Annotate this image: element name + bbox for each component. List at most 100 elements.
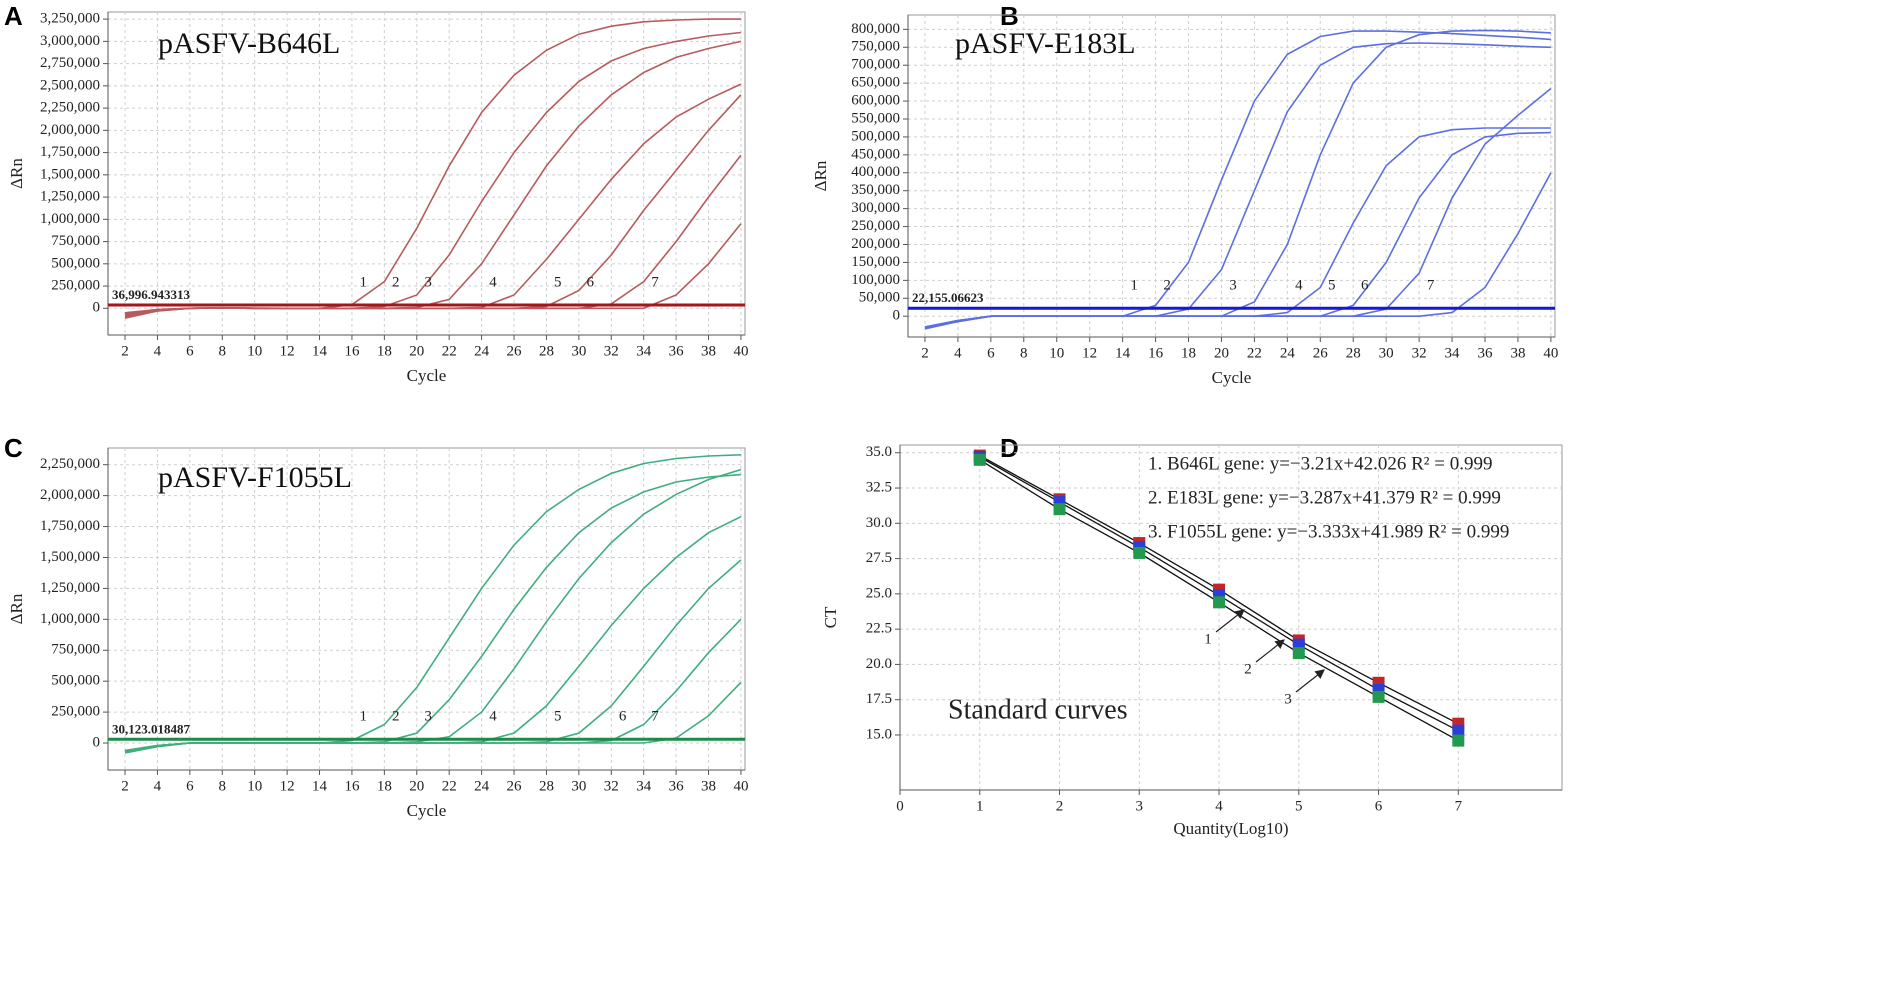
data-point (1292, 647, 1305, 660)
y-tick-label: 250,000 (51, 704, 100, 720)
y-axis-label: ΔRn (7, 593, 26, 624)
x-tick-label: 4 (954, 345, 962, 361)
amplification-curve (124, 83, 742, 318)
y-tick-label: 350,000 (851, 182, 900, 198)
x-tick-label: 24 (1280, 345, 1296, 361)
curve-label: 5 (554, 709, 562, 725)
curve-label: 4 (1295, 278, 1303, 294)
x-axis-label: Quantity(Log10) (1173, 819, 1288, 838)
y-tick-label: 35.0 (866, 444, 892, 460)
curve-label: 4 (489, 709, 497, 725)
legend-entry: 2. E183L gene: y=−3.287x+41.379 R² = 0.9… (1148, 487, 1501, 508)
label-arrow (1255, 639, 1285, 663)
chart-title: pASFV-B646L (158, 27, 340, 60)
amplification-curve (124, 454, 741, 754)
x-tick-label: 32 (604, 343, 619, 359)
y-tick-label: 20.0 (866, 656, 892, 672)
x-tick-label: 26 (507, 778, 523, 794)
curve-label: 3 (424, 274, 432, 290)
x-tick-label: 20 (409, 778, 424, 794)
data-point (1053, 503, 1066, 516)
y-tick-label: 500,000 (51, 255, 100, 271)
curve-label: 7 (651, 709, 659, 725)
curve-label: 3 (424, 709, 432, 725)
y-tick-label: 1,500,000 (40, 549, 100, 565)
curve-label: 7 (1427, 278, 1435, 294)
x-tick-label: 20 (1214, 345, 1229, 361)
amplification-curve (924, 30, 1551, 328)
y-tick-label: 500,000 (51, 673, 100, 689)
x-tick-label: 10 (247, 778, 262, 794)
y-tick-label: 2,500,000 (40, 77, 100, 93)
curve-label: 2 (392, 274, 400, 290)
line-label: 2 (1244, 661, 1252, 677)
x-tick-label: 40 (733, 778, 748, 794)
y-tick-label: 100,000 (851, 272, 900, 288)
curve-label: 3 (1229, 278, 1237, 294)
x-tick-label: 28 (539, 778, 554, 794)
y-tick-label: 25.0 (866, 585, 892, 601)
y-tick-label: 2,000,000 (40, 487, 100, 503)
x-tick-label: 22 (1247, 345, 1262, 361)
threshold-label: 36,996.943313 (112, 287, 191, 302)
x-tick-label: 10 (1049, 345, 1064, 361)
curve-label: 5 (554, 274, 562, 290)
x-tick-label: 24 (474, 778, 490, 794)
y-tick-label: 3,000,000 (40, 33, 100, 49)
x-tick-label: 8 (219, 343, 227, 359)
annotation: Standard curves (948, 694, 1128, 725)
line-label: 1 (1204, 631, 1212, 647)
y-tick-label: 750,000 (851, 39, 900, 55)
y-tick-label: 750,000 (51, 233, 100, 249)
x-tick-label: 2 (921, 345, 929, 361)
x-tick-label: 12 (280, 343, 295, 359)
y-tick-label: 750,000 (51, 642, 100, 658)
amplification-curve (124, 94, 742, 316)
x-tick-label: 32 (604, 778, 619, 794)
x-tick-label: 3 (1136, 798, 1144, 814)
x-tick-label: 20 (409, 343, 424, 359)
curve-label: 6 (1361, 278, 1369, 294)
y-tick-label: 0 (893, 308, 901, 324)
x-tick-label: 16 (1148, 345, 1164, 361)
x-tick-label: 36 (669, 343, 685, 359)
y-tick-label: 650,000 (851, 75, 900, 91)
y-tick-label: 250,000 (851, 218, 900, 234)
x-axis-label: Cycle (1212, 368, 1252, 387)
y-tick-label: 500,000 (851, 128, 900, 144)
y-tick-label: 27.5 (866, 550, 892, 566)
data-point (1213, 596, 1226, 609)
data-point (973, 453, 986, 466)
x-tick-label: 38 (701, 778, 716, 794)
x-tick-label: 12 (1082, 345, 1097, 361)
amplification-curve (124, 618, 742, 753)
y-axis-label: ΔRn (811, 160, 830, 191)
amplification-curve (124, 223, 742, 314)
x-tick-label: 14 (1115, 345, 1131, 361)
data-point (1452, 734, 1465, 747)
x-tick-label: 28 (539, 343, 554, 359)
y-tick-label: 200,000 (851, 236, 900, 252)
y-tick-label: 1,500,000 (40, 166, 100, 182)
y-tick-label: 3,250,000 (40, 11, 100, 27)
amplification-curve (924, 127, 1551, 329)
x-tick-label: 34 (636, 343, 652, 359)
y-tick-label: 50,000 (859, 290, 900, 306)
amplification-curve (924, 42, 1551, 330)
curve-label: 2 (392, 709, 400, 725)
amplification-curve (924, 29, 1551, 328)
chart-title: pASFV-E183L (955, 27, 1136, 60)
x-tick-label: 12 (280, 778, 295, 794)
x-axis-label: Cycle (407, 801, 447, 820)
y-tick-label: 700,000 (851, 57, 900, 73)
x-tick-label: 2 (121, 778, 129, 794)
y-tick-label: 300,000 (851, 200, 900, 216)
legend-entry: 1. B646L gene: y=−3.21x+42.026 R² = 0.99… (1148, 453, 1492, 474)
curve-label: 2 (1163, 278, 1171, 294)
y-tick-label: 30.0 (866, 515, 892, 531)
x-tick-label: 10 (247, 343, 262, 359)
x-tick-label: 30 (1379, 345, 1394, 361)
y-tick-label: 600,000 (851, 92, 900, 108)
x-tick-label: 14 (312, 778, 328, 794)
x-tick-label: 2 (121, 343, 129, 359)
